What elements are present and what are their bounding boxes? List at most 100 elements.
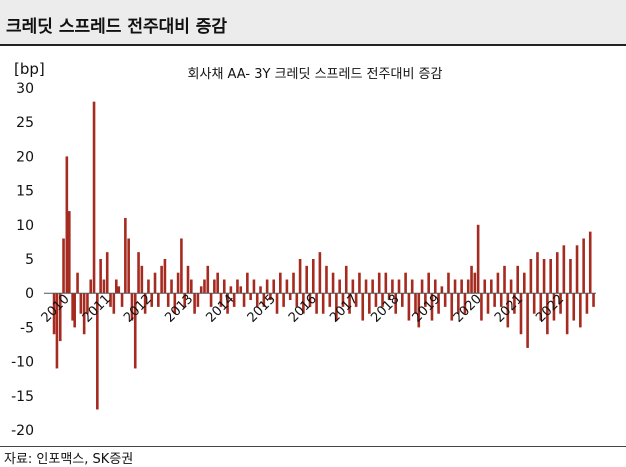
y-axis-ticks: -20 -15 -10 -5 0 5 10 15 20 25 30 — [11, 81, 34, 439]
bar — [526, 293, 529, 348]
bar — [55, 293, 59, 369]
bar — [463, 293, 467, 314]
bar — [120, 293, 124, 307]
bar — [114, 279, 118, 294]
bar — [65, 156, 69, 294]
x-tick-label: 2018 — [368, 292, 402, 326]
bar — [140, 265, 144, 294]
bar — [437, 293, 440, 314]
bar — [305, 265, 308, 294]
bar — [222, 279, 226, 294]
bar — [96, 293, 99, 410]
bar — [150, 293, 154, 307]
bar — [112, 293, 116, 314]
chart-container: 회사채 AA- 3Y 크레딧 스프레드 전주대비 증감 [bp] -20 -15-… — [0, 48, 626, 448]
bar — [592, 293, 595, 307]
bar — [348, 293, 351, 314]
bar — [503, 265, 506, 294]
bar — [325, 265, 328, 294]
bar — [522, 272, 526, 294]
bar — [86, 293, 89, 314]
header-bar: 크레딧 스프레드 전주대비 증감 — [0, 0, 626, 46]
bar — [275, 293, 279, 314]
bar — [371, 279, 374, 294]
bar — [295, 293, 299, 307]
bar — [394, 293, 398, 314]
bar — [335, 293, 338, 321]
bar — [52, 293, 56, 335]
y-tick-label: -20 — [11, 423, 34, 439]
bar — [565, 293, 569, 335]
bar — [476, 224, 480, 294]
y-tick-label: 0 — [25, 286, 34, 302]
bar — [109, 293, 112, 307]
bar — [160, 265, 163, 294]
bar — [133, 293, 137, 369]
bar — [71, 293, 74, 321]
bar — [236, 279, 239, 294]
bar — [170, 279, 173, 294]
bar — [308, 293, 312, 307]
bar — [450, 293, 454, 321]
bar — [321, 293, 325, 314]
y-tick-label: -15 — [11, 389, 34, 405]
bar — [443, 293, 447, 307]
bar — [457, 293, 460, 314]
bar — [285, 279, 289, 294]
bar — [226, 293, 229, 314]
bar — [513, 293, 516, 314]
x-tick-label: 2022 — [533, 292, 567, 326]
bar — [157, 293, 160, 307]
bar — [269, 293, 272, 301]
y-tick-label: -10 — [11, 355, 34, 371]
bar — [190, 279, 193, 294]
bar — [424, 293, 427, 307]
bar — [102, 279, 106, 294]
bar — [302, 293, 305, 314]
bar — [549, 259, 552, 294]
bar — [433, 279, 437, 294]
bar — [562, 245, 566, 294]
page-title: 크레딧 스프레드 전주대비 증감 — [6, 17, 228, 37]
bar — [166, 293, 170, 307]
bar — [130, 293, 134, 321]
bar — [255, 293, 259, 307]
bar — [183, 293, 186, 307]
bar — [579, 293, 582, 328]
bar — [486, 293, 490, 314]
bar — [572, 293, 576, 321]
bar — [163, 259, 167, 294]
bar — [490, 279, 493, 294]
bar — [351, 279, 355, 294]
bar — [219, 293, 223, 307]
bar — [582, 238, 585, 294]
bar — [82, 293, 86, 335]
bar — [232, 293, 236, 307]
bar — [430, 293, 434, 321]
bar — [176, 272, 180, 294]
bar — [92, 101, 96, 294]
bar — [58, 293, 62, 342]
bar — [368, 293, 371, 314]
bar — [555, 252, 559, 294]
x-tick-label: 2012 — [121, 292, 155, 326]
bar — [410, 279, 414, 294]
bar — [137, 252, 140, 294]
bar — [374, 293, 378, 307]
bar — [288, 293, 292, 301]
bar — [420, 279, 424, 294]
bar — [239, 286, 243, 294]
bar-series — [52, 101, 595, 410]
bar — [76, 272, 79, 294]
bar — [493, 293, 496, 307]
bar — [153, 272, 157, 294]
bar — [298, 259, 302, 294]
bar — [311, 259, 315, 294]
bar — [414, 293, 417, 314]
bar — [209, 293, 213, 307]
bar — [466, 279, 470, 294]
bar — [338, 279, 341, 294]
bar — [249, 293, 252, 301]
bar — [199, 286, 203, 294]
bar — [539, 293, 543, 321]
